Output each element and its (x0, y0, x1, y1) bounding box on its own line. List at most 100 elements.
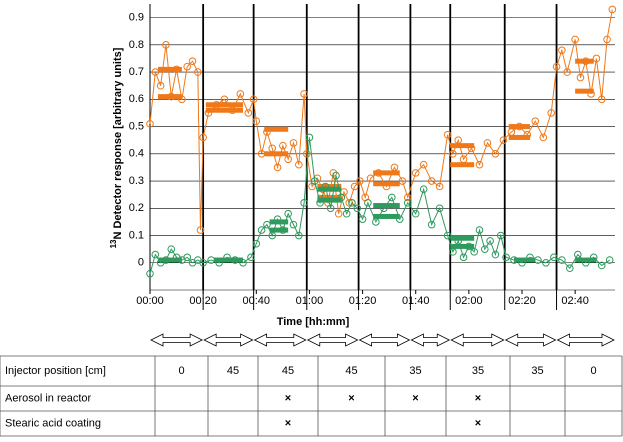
data-point (302, 150, 311, 158)
data-point (539, 133, 548, 142)
mean-level (317, 194, 342, 200)
mean-level (575, 58, 594, 64)
data-point (558, 46, 566, 55)
data-point (183, 253, 191, 262)
x-tick-label: 01:20 (349, 295, 377, 307)
mean-level (373, 203, 400, 209)
data-point (257, 226, 266, 234)
data-point (603, 35, 611, 44)
data-point (443, 130, 452, 139)
table-cell: × (475, 392, 481, 404)
y-tick-label: 0.8 (129, 39, 144, 51)
data-point (597, 261, 606, 270)
data-point (571, 35, 579, 44)
row-label: Injector position [cm] (5, 365, 106, 377)
data-point (167, 245, 176, 253)
mean-level (575, 88, 594, 94)
data-point (563, 68, 571, 76)
data-point (249, 95, 258, 104)
mean-level (157, 66, 182, 72)
data-point (284, 209, 292, 218)
mean-level (317, 186, 342, 192)
table-cell: 45 (227, 365, 239, 377)
data-point (310, 177, 319, 185)
segment-arrow (450, 333, 505, 347)
data-point (342, 209, 351, 218)
data-point (156, 81, 165, 90)
data-point (194, 68, 202, 76)
segment-arrow (556, 333, 615, 347)
data-point (146, 269, 154, 278)
data-point (592, 54, 601, 63)
data-point (411, 209, 420, 218)
table-cell: 0 (590, 365, 596, 377)
data-point (356, 177, 364, 185)
y-tick-label: 0.7 (129, 66, 144, 78)
data-point (558, 256, 566, 264)
data-point (475, 226, 484, 234)
mean-level (213, 257, 243, 263)
mean-level (205, 107, 243, 113)
data-point (403, 199, 412, 207)
y-tick-label: 0.5 (129, 120, 144, 132)
data-point (481, 245, 489, 253)
data-point (279, 141, 287, 150)
mean-level (157, 257, 182, 263)
data-point (552, 62, 561, 71)
y-tick-label: 0.2 (129, 202, 144, 214)
data-point (247, 253, 255, 262)
row-label: Aerosol in reactor (5, 392, 92, 404)
data-point (244, 109, 253, 117)
data-point (486, 237, 494, 245)
x-axis-title: Time [hh:mm] (277, 316, 350, 328)
data-point (358, 215, 367, 223)
data-point (427, 177, 436, 185)
row-label: Stearic acid coating (5, 417, 101, 429)
data-point (151, 250, 160, 259)
table-cell: × (285, 417, 291, 429)
data-point (295, 160, 303, 169)
data-point (334, 209, 343, 218)
x-tick-label: 00:40 (243, 295, 271, 307)
data-point (608, 5, 617, 14)
data-point (337, 193, 346, 202)
x-tick-label: 00:00 (136, 295, 164, 307)
y-tick-label: 0.6 (129, 93, 144, 105)
data-point (305, 133, 314, 142)
mean-level (508, 134, 530, 140)
mean-level (514, 257, 536, 263)
data-point (300, 90, 308, 98)
mean-level (317, 183, 342, 189)
data-point (547, 109, 556, 117)
data-point (146, 120, 154, 128)
data-point (199, 133, 207, 142)
mean-level (264, 126, 289, 132)
data-point (183, 62, 191, 71)
segment-arrow (358, 333, 411, 347)
x-tick-label: 01:40 (402, 295, 430, 307)
data-point (300, 199, 308, 207)
table-cell: 45 (345, 365, 357, 377)
data-point (403, 193, 412, 202)
mean-level (508, 124, 530, 130)
y-tick-label: 0.4 (129, 148, 144, 160)
y-tick-label: 0 (138, 257, 144, 269)
segment-arrow (203, 333, 254, 347)
table-cell: 35 (472, 365, 484, 377)
data-point (364, 199, 372, 207)
data-point (459, 253, 468, 262)
data-point (289, 220, 298, 229)
data-point (542, 258, 550, 267)
data-point (605, 256, 614, 264)
table-cell: 0 (178, 365, 184, 377)
data-point (188, 57, 197, 66)
x-tick-label: 02:40 (561, 295, 589, 307)
mean-level (205, 102, 243, 108)
data-point (435, 204, 444, 213)
table-cell: × (475, 417, 481, 429)
data-point (236, 90, 245, 98)
y-axis-title-main: N Detector response [arbitrary units] (112, 47, 124, 239)
data-point (576, 73, 585, 82)
data-point (252, 117, 261, 125)
data-point (388, 193, 396, 202)
